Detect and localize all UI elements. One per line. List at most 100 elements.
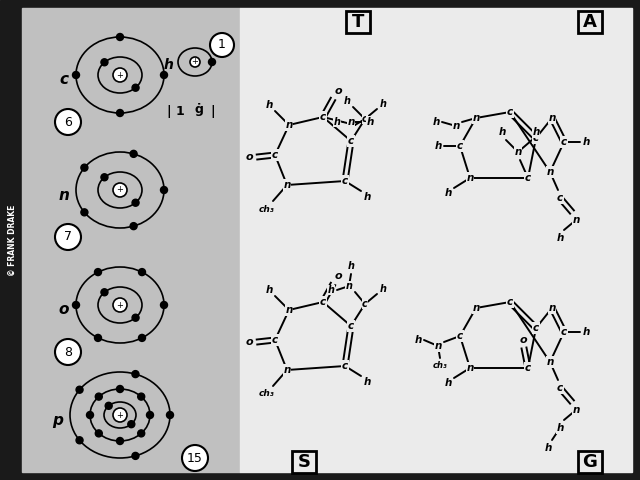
Text: c: c — [557, 193, 563, 203]
Text: h: h — [333, 117, 340, 127]
Text: +: + — [191, 58, 198, 67]
Circle shape — [138, 430, 145, 437]
Text: n: n — [547, 167, 554, 177]
Text: h: h — [582, 327, 589, 337]
Circle shape — [132, 452, 139, 459]
Text: n: n — [548, 303, 556, 313]
Text: ch₃: ch₃ — [433, 361, 447, 371]
Text: n: n — [285, 120, 292, 130]
Circle shape — [55, 339, 81, 365]
Circle shape — [101, 59, 108, 66]
Text: c: c — [525, 363, 531, 373]
Circle shape — [132, 199, 139, 206]
Text: h: h — [344, 96, 351, 106]
Circle shape — [132, 84, 139, 91]
Text: h: h — [432, 117, 440, 127]
Circle shape — [105, 402, 112, 409]
Circle shape — [72, 301, 79, 309]
Text: n: n — [348, 117, 355, 127]
Text: n: n — [284, 180, 291, 190]
Circle shape — [113, 408, 127, 422]
Circle shape — [116, 437, 124, 444]
Circle shape — [101, 289, 108, 296]
Circle shape — [132, 371, 139, 378]
Circle shape — [76, 386, 83, 393]
Circle shape — [132, 314, 139, 321]
FancyBboxPatch shape — [346, 11, 370, 33]
Text: A: A — [583, 13, 597, 31]
Text: n: n — [284, 365, 291, 375]
Text: c: c — [457, 331, 463, 341]
Text: h: h — [556, 233, 564, 243]
Text: n: n — [548, 113, 556, 123]
Text: n: n — [572, 405, 580, 415]
Text: c: c — [320, 297, 326, 307]
Circle shape — [72, 72, 79, 79]
Text: c: c — [272, 335, 278, 345]
Text: S: S — [298, 453, 310, 471]
Text: c: c — [348, 321, 354, 331]
Circle shape — [86, 411, 93, 419]
Text: c: c — [362, 114, 368, 124]
Text: c: c — [342, 361, 348, 371]
FancyBboxPatch shape — [578, 11, 602, 33]
Text: h: h — [532, 127, 540, 137]
Circle shape — [116, 109, 124, 117]
Text: 6: 6 — [64, 116, 72, 129]
Text: h: h — [266, 100, 273, 110]
Text: c: c — [507, 297, 513, 307]
Text: |: | — [211, 106, 215, 119]
Text: o: o — [519, 335, 527, 345]
Text: ch₃: ch₃ — [259, 204, 275, 214]
Text: c: c — [533, 323, 539, 333]
Text: h: h — [582, 137, 589, 147]
Circle shape — [209, 59, 216, 65]
Text: 15: 15 — [187, 452, 203, 465]
Text: p: p — [52, 412, 63, 428]
Text: c: c — [525, 173, 531, 183]
Text: +: + — [116, 71, 124, 80]
Text: © FRANK DRAKE: © FRANK DRAKE — [8, 204, 17, 276]
Text: o: o — [334, 271, 342, 281]
Circle shape — [55, 109, 81, 135]
Text: c: c — [348, 136, 354, 146]
Circle shape — [113, 183, 127, 197]
Circle shape — [76, 437, 83, 444]
Circle shape — [161, 72, 168, 79]
Text: n: n — [472, 113, 480, 123]
Text: h: h — [348, 261, 355, 271]
Circle shape — [113, 298, 127, 312]
Circle shape — [182, 445, 208, 471]
FancyBboxPatch shape — [292, 451, 316, 473]
Circle shape — [95, 269, 102, 276]
Text: n: n — [467, 363, 474, 373]
Text: c: c — [362, 299, 368, 309]
Circle shape — [95, 393, 102, 400]
Circle shape — [81, 164, 88, 171]
Text: 1: 1 — [218, 38, 226, 51]
Circle shape — [161, 301, 168, 309]
Text: +: + — [116, 185, 124, 194]
Text: c: c — [561, 137, 567, 147]
Circle shape — [95, 335, 102, 341]
Circle shape — [113, 68, 127, 82]
Text: h: h — [380, 284, 387, 294]
Text: n: n — [346, 281, 353, 291]
Text: h: h — [364, 377, 371, 387]
Circle shape — [190, 57, 200, 67]
Text: o: o — [59, 302, 69, 317]
Circle shape — [138, 335, 145, 341]
Text: h: h — [366, 117, 374, 127]
Bar — [240, 8, 632, 472]
Text: o: o — [245, 152, 253, 162]
Text: +: + — [116, 300, 124, 310]
Circle shape — [128, 420, 135, 428]
Text: h: h — [266, 285, 273, 295]
Text: h: h — [364, 192, 371, 202]
Text: n: n — [572, 215, 580, 225]
Text: c: c — [320, 112, 326, 122]
Circle shape — [95, 430, 102, 437]
Text: n: n — [452, 121, 460, 131]
Text: 7: 7 — [64, 230, 72, 243]
Circle shape — [130, 223, 137, 229]
